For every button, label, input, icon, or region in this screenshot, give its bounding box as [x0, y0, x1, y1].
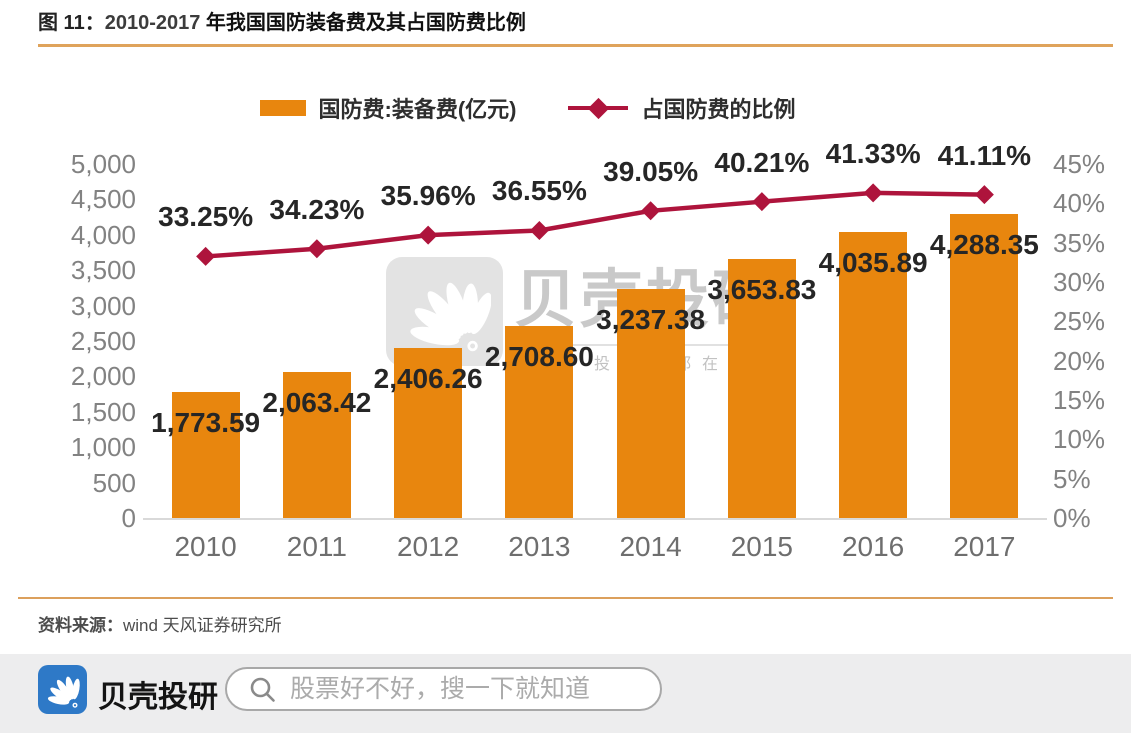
x-axis-label: 2013 [508, 531, 571, 562]
footer-banner: 贝壳投研 [0, 654, 1131, 733]
figure-title-text: 年我国国防装备费及其占国防费比例 [205, 12, 526, 34]
bar-2013 [505, 326, 574, 518]
x-axis-label: 2017 [953, 531, 1016, 562]
left-axis-tick: 5,000 [70, 149, 136, 179]
bar-series-swatch-icon [259, 100, 306, 116]
bar-2015 [727, 259, 796, 518]
legend-item-bar: 国防费:装备费(亿元) [259, 92, 517, 124]
percent-label: 40.21% [714, 146, 810, 178]
x-axis-label: 2012 [396, 531, 460, 562]
bar-2012 [394, 347, 463, 518]
figure-title: 图 11：2010-2017 年我国国防装备费及其占国防费比例 [38, 10, 526, 36]
line-series-marker-icon [568, 97, 629, 119]
shell-logo-icon [47, 676, 80, 708]
left-axis-tick: 1,000 [70, 432, 136, 463]
bar-value-label: 2,708.60 [484, 341, 594, 373]
legend-item-line: 占国防费的比例 [568, 92, 796, 124]
source-note: 资料来源：wind 天风证券研究所 [38, 611, 282, 636]
bar-value-label: 2,063.42 [262, 386, 372, 418]
percent-label: 33.25% [158, 201, 254, 233]
source-text: wind 天风证券研究所 [123, 616, 282, 635]
percent-label: 36.55% [491, 175, 587, 207]
diamond-marker-icon [196, 246, 216, 266]
right-axis-tick: 20% [1053, 345, 1106, 376]
left-axis-tick: 1,500 [70, 396, 136, 427]
bar-value-label: 4,288.35 [929, 229, 1039, 261]
left-axis-tick: 4,000 [70, 219, 136, 250]
x-axis-line [143, 518, 1047, 520]
percent-label: 35.96% [380, 180, 476, 212]
left-axis-tick: 0 [121, 503, 136, 533]
left-axis-tick: 2,500 [70, 326, 136, 356]
right-axis-tick: 25% [1053, 306, 1106, 337]
bar-value-label: 1,773.59 [151, 407, 261, 439]
left-axis-tick: 2,000 [70, 361, 136, 392]
search-input[interactable] [276, 674, 660, 704]
right-axis-tick: 5% [1053, 463, 1091, 494]
bar-2011 [282, 371, 351, 518]
brand-name: 贝壳投研 [98, 680, 218, 714]
x-axis-label: 2011 [286, 531, 347, 562]
search-icon [250, 677, 275, 702]
title-underline [38, 44, 1113, 47]
percent-label: 41.11% [937, 139, 1032, 171]
x-axis-label: 2016 [841, 531, 905, 562]
right-axis-tick: 35% [1053, 227, 1106, 258]
diamond-marker-icon [529, 220, 549, 240]
left-axis-tick: 3,500 [70, 255, 136, 286]
x-axis-label: 2014 [619, 531, 682, 562]
right-axis-tick: 45% [1053, 149, 1106, 179]
shell-icon [409, 282, 491, 351]
bar-value-label: 3,237.38 [596, 303, 706, 335]
bar-value-label: 3,653.83 [707, 274, 817, 306]
right-axis-tick: 30% [1053, 267, 1106, 297]
line-series-label: 占国防费的比例 [641, 97, 796, 122]
left-axis-tick: 3,000 [70, 290, 136, 321]
diamond-marker-icon [974, 185, 994, 205]
bar-2010 [171, 392, 240, 518]
diamond-marker-icon [418, 225, 438, 245]
percent-label: 34.23% [269, 193, 365, 225]
bar-series-label: 国防费:装备费(亿元) [318, 97, 517, 122]
right-axis-tick: 40% [1053, 188, 1106, 219]
right-axis-tick: 15% [1053, 385, 1106, 415]
bar-2014 [616, 288, 685, 518]
bar-2017 [950, 214, 1019, 518]
chart-legend: 国防费:装备费(亿元) 占国防费的比例 [0, 92, 1093, 124]
diamond-marker-icon [863, 183, 883, 203]
left-axis-tick: 4,500 [70, 184, 136, 215]
percent-label: 41.33% [825, 137, 921, 169]
figure-year-range: 2010-2017 [104, 12, 206, 34]
figure-number-label: 图 11： [38, 12, 105, 34]
x-axis-label: 2010 [174, 531, 237, 562]
brand-logo [38, 665, 87, 714]
bar-value-label: 2,406.26 [373, 362, 483, 394]
diamond-marker-icon [307, 239, 327, 259]
left-axis-tick: 500 [92, 467, 136, 498]
percent-label: 39.05% [603, 155, 699, 187]
bar-2016 [839, 232, 908, 518]
source-divider [18, 597, 1113, 599]
search-pill[interactable] [225, 667, 662, 711]
diamond-marker-icon [641, 201, 661, 221]
x-axis-label: 2015 [730, 531, 794, 562]
right-axis-tick: 0% [1053, 503, 1091, 533]
right-axis-tick: 10% [1053, 424, 1106, 455]
diamond-marker-icon [752, 192, 772, 212]
source-label: 资料来源： [38, 616, 123, 635]
watermark-logo-box [386, 257, 503, 366]
